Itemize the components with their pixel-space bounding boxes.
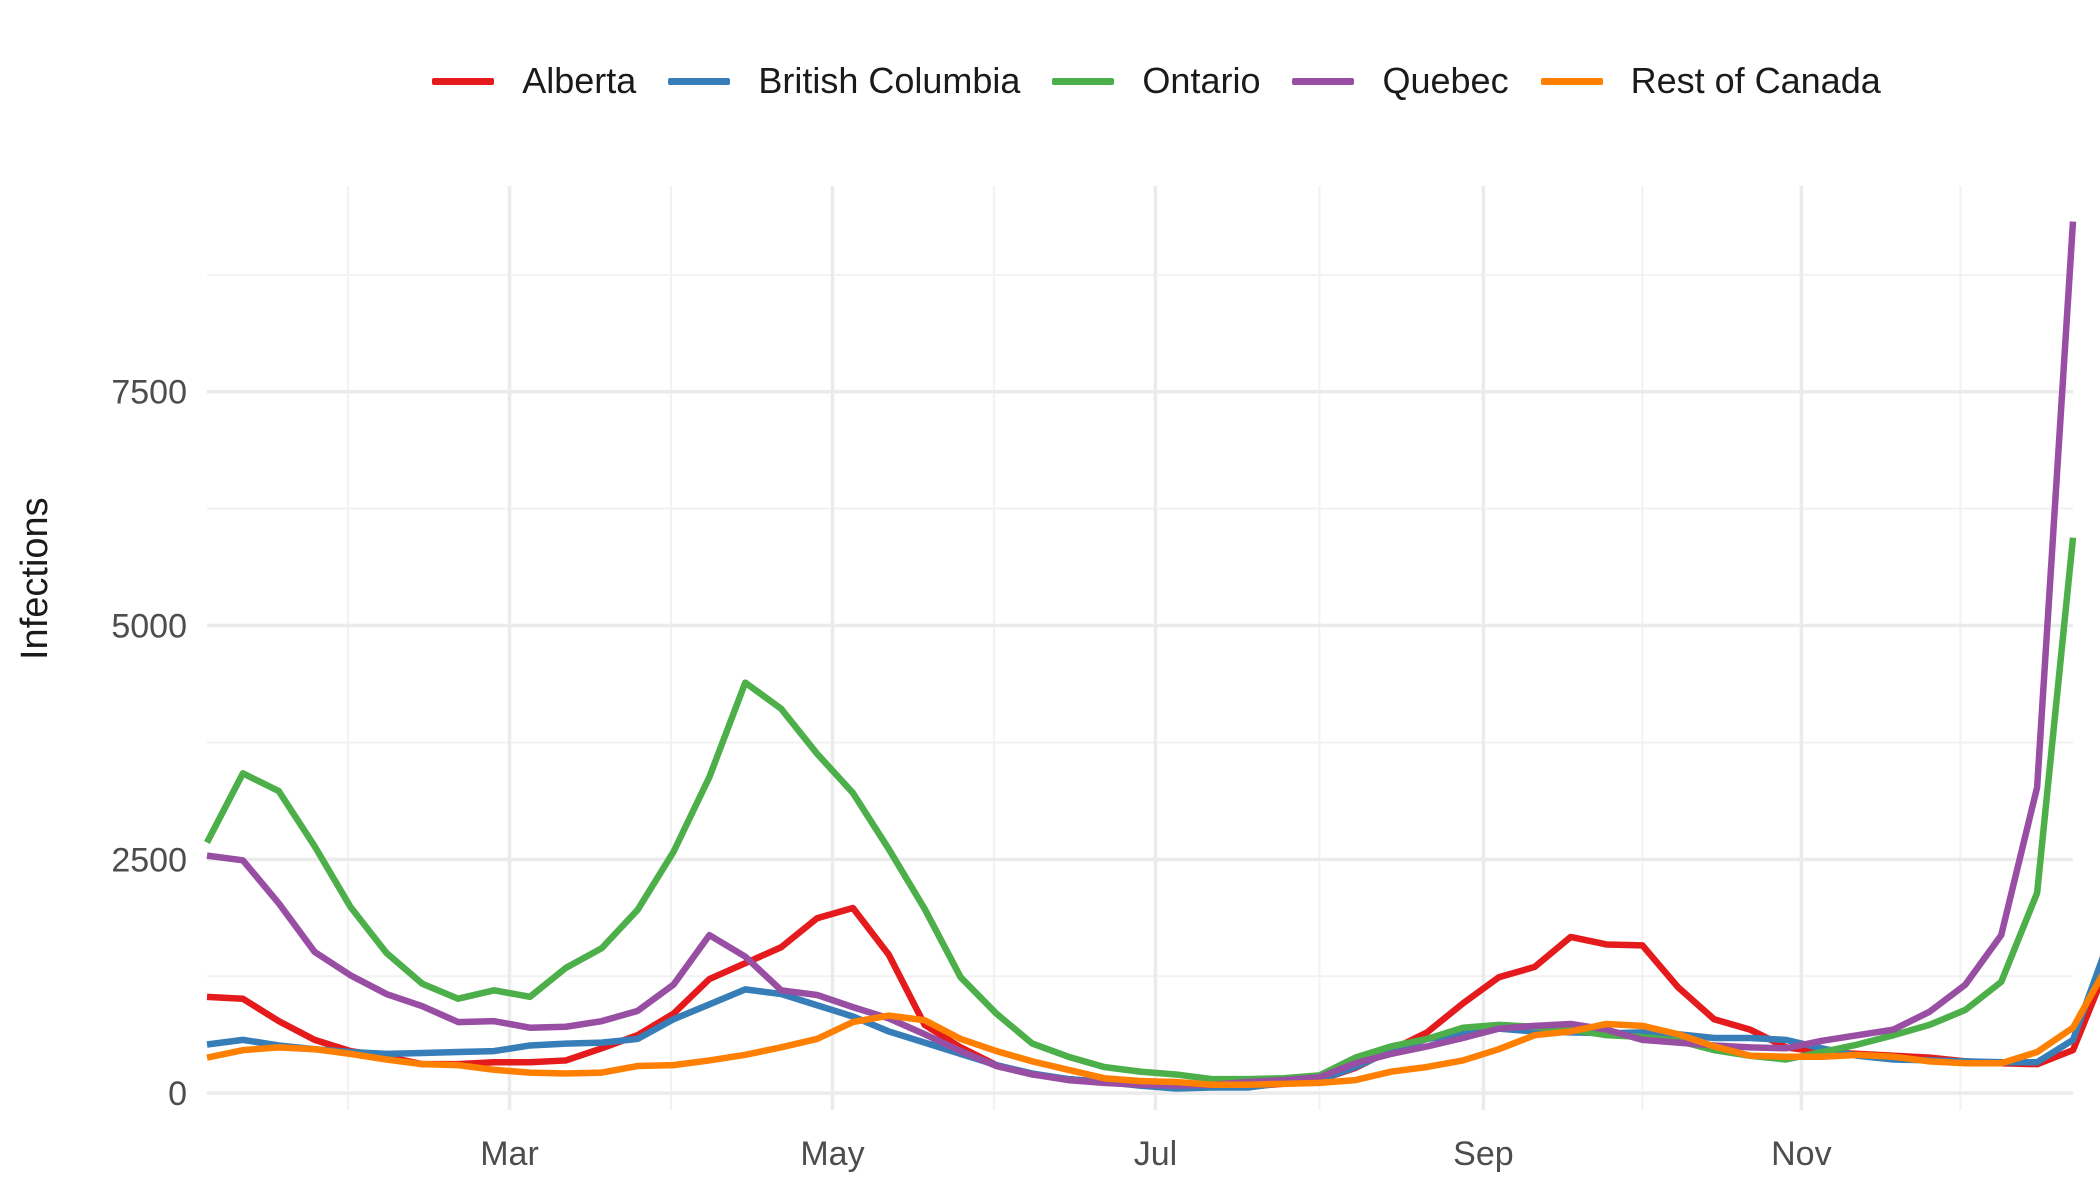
- legend-key-rest-of-canada: [1540, 77, 1603, 85]
- legend-item-rest-of-canada: Rest of Canada: [1540, 60, 1881, 102]
- x-axis-tick-labels: Mar May Jul Sep Nov: [480, 1135, 1831, 1173]
- legend-item-british-columbia: British Columbia: [668, 60, 1020, 102]
- legend-key-british-columbia: [668, 77, 731, 85]
- legend: Alberta British Columbia Ontario Quebec Rest…: [0, 60, 2100, 102]
- series-line-quebec: [206, 221, 2077, 1089]
- legend-label: Alberta: [522, 60, 637, 101]
- legend-item-ontario: Ontario: [1052, 60, 1260, 102]
- y-tick-label: 5000: [111, 608, 187, 646]
- legend-key-quebec: [1292, 77, 1355, 85]
- y-tick-label: 7500: [111, 374, 187, 412]
- x-tick-label: Nov: [1771, 1135, 1831, 1173]
- legend-key-ontario: [1052, 77, 1115, 85]
- y-tick-label: 0: [168, 1075, 187, 1113]
- legend-label: Rest of Canada: [1630, 60, 1881, 101]
- legend-items: Alberta British Columbia Ontario Quebec Rest…: [432, 60, 1912, 102]
- x-tick-label: Sep: [1453, 1135, 1514, 1173]
- series-line-rest-of-canada: [206, 972, 2100, 1088]
- y-axis-tick-labels: 0 2500 5000 7500: [111, 374, 187, 1113]
- series-lines: [204, 221, 2100, 1092]
- legend-label: Ontario: [1142, 60, 1261, 101]
- y-axis-label: Infections: [14, 497, 56, 660]
- minor-gridlines: [207, 186, 2073, 1110]
- x-tick-label: Mar: [480, 1135, 539, 1173]
- legend-label: British Columbia: [758, 60, 1021, 101]
- legend-item-alberta: Alberta: [432, 60, 636, 102]
- series-line-ontario: [204, 537, 2077, 1083]
- major-gridlines: [207, 186, 2073, 1110]
- x-tick-label: May: [800, 1135, 864, 1173]
- legend-key-alberta: [432, 77, 495, 85]
- y-tick-label: 2500: [111, 841, 187, 879]
- x-tick-label: Jul: [1134, 1135, 1177, 1173]
- legend-label: Quebec: [1382, 60, 1509, 101]
- legend-item-quebec: Quebec: [1292, 60, 1509, 102]
